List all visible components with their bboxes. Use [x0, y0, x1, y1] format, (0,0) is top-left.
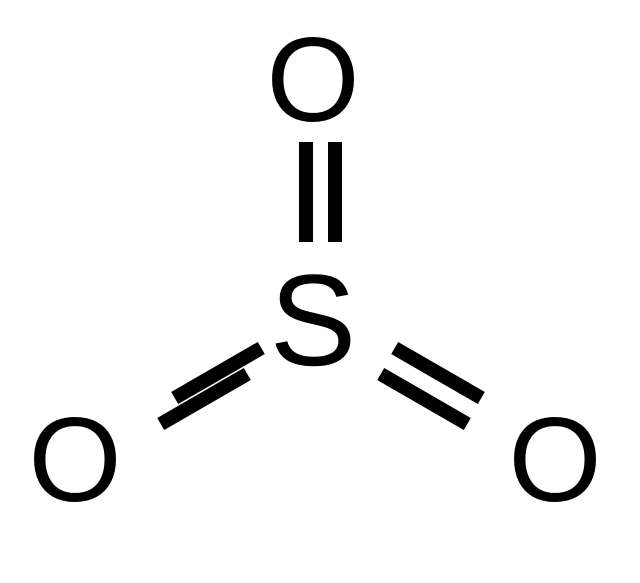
atom-oxygen-top: O	[266, 20, 359, 140]
molecule-diagram: S O O O	[0, 0, 640, 583]
bond-line	[328, 142, 342, 242]
atom-oxygen-left: O	[28, 400, 121, 520]
atom-sulfur: S	[270, 255, 357, 385]
atom-oxygen-right: O	[508, 400, 601, 520]
bond-line	[299, 142, 313, 242]
